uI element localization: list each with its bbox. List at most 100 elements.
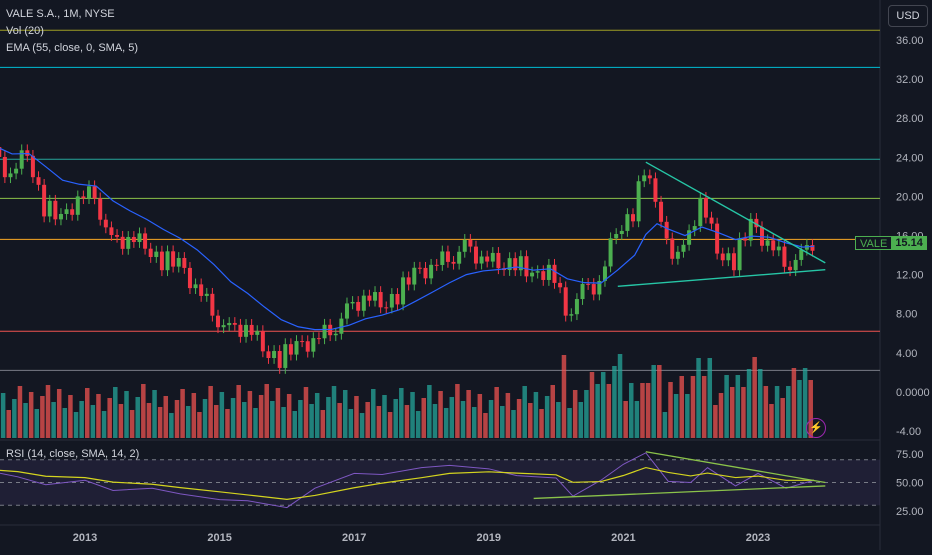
candle: [199, 284, 204, 296]
volume-bar: [90, 405, 96, 438]
ema-line: [0, 147, 815, 331]
volume-bar: [460, 401, 466, 438]
candle: [98, 198, 103, 220]
volume-bar: [348, 409, 354, 438]
x-tick-label: 2023: [746, 532, 770, 544]
volume-bar: [780, 398, 785, 438]
candle: [586, 283, 591, 285]
candle: [143, 233, 148, 249]
volume-bar: [169, 413, 174, 438]
candle: [608, 238, 613, 267]
volume-bar: [85, 388, 90, 438]
volume-bar: [314, 393, 320, 438]
lightning-icon[interactable]: ⚡: [806, 418, 826, 438]
y-tick-label: 20.00: [896, 191, 924, 203]
volume-bar: [354, 396, 359, 438]
volume-bar: [101, 411, 107, 438]
volume-bar: [62, 408, 68, 438]
volume-bar: [572, 390, 578, 438]
candle: [378, 292, 383, 308]
candle: [659, 201, 664, 222]
ema-legend[interactable]: EMA (55, close, 0, SMA, 5): [6, 42, 139, 54]
volume-bar: [152, 390, 157, 438]
candle: [339, 318, 344, 334]
volume-bar: [556, 402, 561, 438]
candle: [490, 252, 495, 262]
candle: [619, 230, 624, 235]
candle: [58, 213, 63, 220]
candle: [154, 251, 159, 258]
candle: [42, 184, 47, 217]
candle: [137, 233, 142, 243]
candle: [423, 267, 428, 279]
currency-button[interactable]: USD: [888, 5, 928, 27]
volume-bar: [56, 389, 62, 438]
volume-bar: [185, 406, 191, 438]
candle: [389, 293, 394, 308]
volume-bar: [197, 412, 202, 438]
volume-bar: [23, 403, 28, 438]
candle: [569, 314, 574, 316]
volume-bar: [208, 386, 213, 438]
volume-bar: [629, 383, 634, 438]
volume-bar: [342, 390, 348, 438]
candle: [754, 218, 759, 228]
volume-bar: [107, 398, 112, 438]
volume-bar: [264, 384, 269, 438]
candle: [675, 251, 680, 259]
volume-bar: [505, 393, 511, 438]
candle: [215, 315, 220, 328]
volume-bar: [500, 406, 505, 438]
rsi-legend[interactable]: RSI (14, close, SMA, 14, 2): [6, 448, 140, 460]
volume-bar: [477, 394, 483, 438]
volume-bar: [786, 386, 791, 438]
volume-bar: [157, 407, 163, 438]
candle: [597, 280, 602, 295]
volume-bar: [763, 386, 769, 438]
volume-bar: [118, 404, 124, 438]
volume-bar: [225, 409, 230, 438]
candle: [743, 238, 748, 241]
volume-bar: [270, 401, 275, 438]
y-tick-label: 0.0000: [896, 387, 930, 399]
candle: [440, 251, 445, 265]
candle: [373, 292, 378, 301]
volume-legend[interactable]: Vol (20): [6, 25, 44, 37]
candle: [647, 175, 652, 179]
volume-bar: [242, 402, 247, 438]
candle: [344, 303, 349, 319]
candle: [799, 249, 804, 260]
candle: [636, 181, 641, 222]
candle: [535, 271, 540, 273]
candle: [709, 217, 714, 224]
candle: [507, 258, 512, 271]
volume-bar: [17, 386, 23, 438]
candle: [563, 287, 568, 316]
candle: [748, 218, 753, 241]
candle: [541, 271, 546, 280]
candle: [776, 246, 781, 251]
candle: [75, 196, 80, 215]
candle: [479, 256, 484, 264]
volume-bar: [286, 394, 292, 438]
candle: [731, 253, 736, 271]
candle: [0, 147, 2, 157]
volume-bar: [718, 393, 724, 438]
candle: [580, 283, 585, 300]
rsi-tick-label: 25.00: [896, 506, 924, 518]
symbol-title[interactable]: VALE S.A., 1M, NYSE: [6, 8, 115, 20]
candle: [720, 253, 725, 261]
volume-bar: [371, 389, 376, 438]
volume-bar: [438, 391, 443, 438]
candle: [171, 251, 176, 267]
volume-bar: [550, 385, 555, 438]
candle: [148, 248, 153, 258]
candle: [558, 282, 563, 288]
candle: [485, 256, 490, 262]
rsi-line: [0, 452, 815, 509]
candle: [182, 257, 187, 268]
volume-bar: [146, 403, 152, 438]
candle: [36, 177, 41, 185]
